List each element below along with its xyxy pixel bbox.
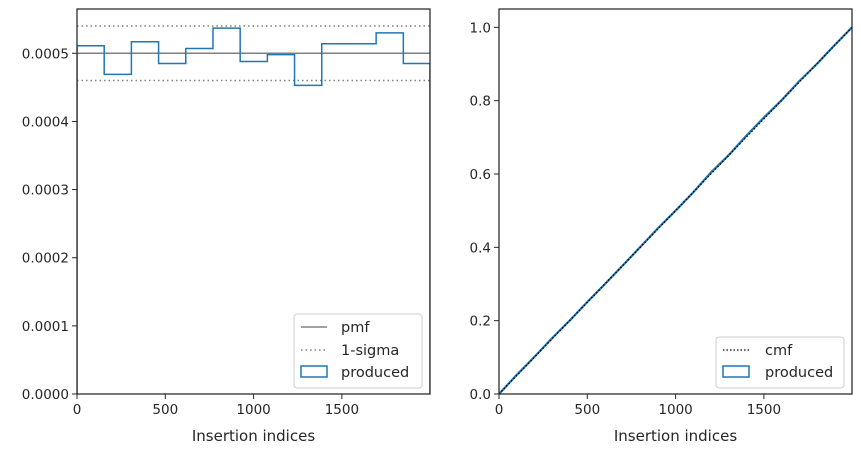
legend-box: [293, 313, 423, 389]
x-tick-label: 1000: [658, 402, 692, 418]
x-tick-label: 1000: [236, 402, 270, 418]
x-axis-label: Insertion indices: [192, 427, 315, 445]
x-tick-label: 0: [73, 402, 82, 418]
y-tick-label: 0.4: [470, 240, 491, 256]
y-tick-label: 0.0005: [22, 46, 69, 62]
legend-cmf-label: cmf: [765, 343, 793, 359]
y-tick-label: 0.0001: [22, 319, 69, 335]
x-tick-label: 1500: [747, 402, 781, 418]
legend-produced-swatch: [722, 365, 750, 378]
cmf-line: [499, 26, 852, 394]
y-tick-label: 0.8: [470, 94, 491, 110]
y-tick-label: 0.0003: [22, 183, 69, 199]
x-axis-label: Insertion indices: [614, 427, 737, 445]
legend: cmf produced: [715, 336, 845, 389]
plot-area: [499, 26, 852, 394]
produced-histogram: [77, 27, 430, 394]
plot-frame: [76, 8, 431, 395]
x-tick-label: 500: [574, 402, 600, 418]
legend-produced-label: produced: [341, 365, 409, 381]
x-tick-label: 500: [152, 402, 178, 418]
plot-frame: [498, 8, 853, 395]
legend-produced-swatch: [300, 365, 328, 378]
y-tick-label: 0.2: [470, 314, 491, 330]
x-tick-label: 1500: [325, 402, 359, 418]
y-tick-label: 0.0002: [22, 251, 69, 267]
plot-area: [77, 25, 430, 394]
legend: pmf 1-sigma produced: [293, 313, 423, 389]
y-tick-label: 0.0000: [22, 387, 69, 403]
legend-pmf-label: pmf: [341, 320, 370, 336]
legend-produced-label: produced: [765, 365, 833, 381]
right-chart-panel: 0 500 1000 1500 0.0 0.2 0.4 0.6 0.8 1.0 Insertion …: [470, 8, 853, 445]
x-tick-label: 0: [495, 402, 504, 418]
y-tick-label: 0.6: [470, 167, 491, 183]
y-tick-label: 1.0: [470, 20, 491, 36]
left-chart-panel: 0 500 1000 1500 0.0000 0.0001 0.0002 0.0003 0.00…: [22, 8, 431, 445]
legend-sigma-label: 1-sigma: [341, 343, 399, 359]
y-tick-label: 0.0004: [22, 114, 69, 130]
y-tick-label: 0.0: [470, 387, 491, 403]
